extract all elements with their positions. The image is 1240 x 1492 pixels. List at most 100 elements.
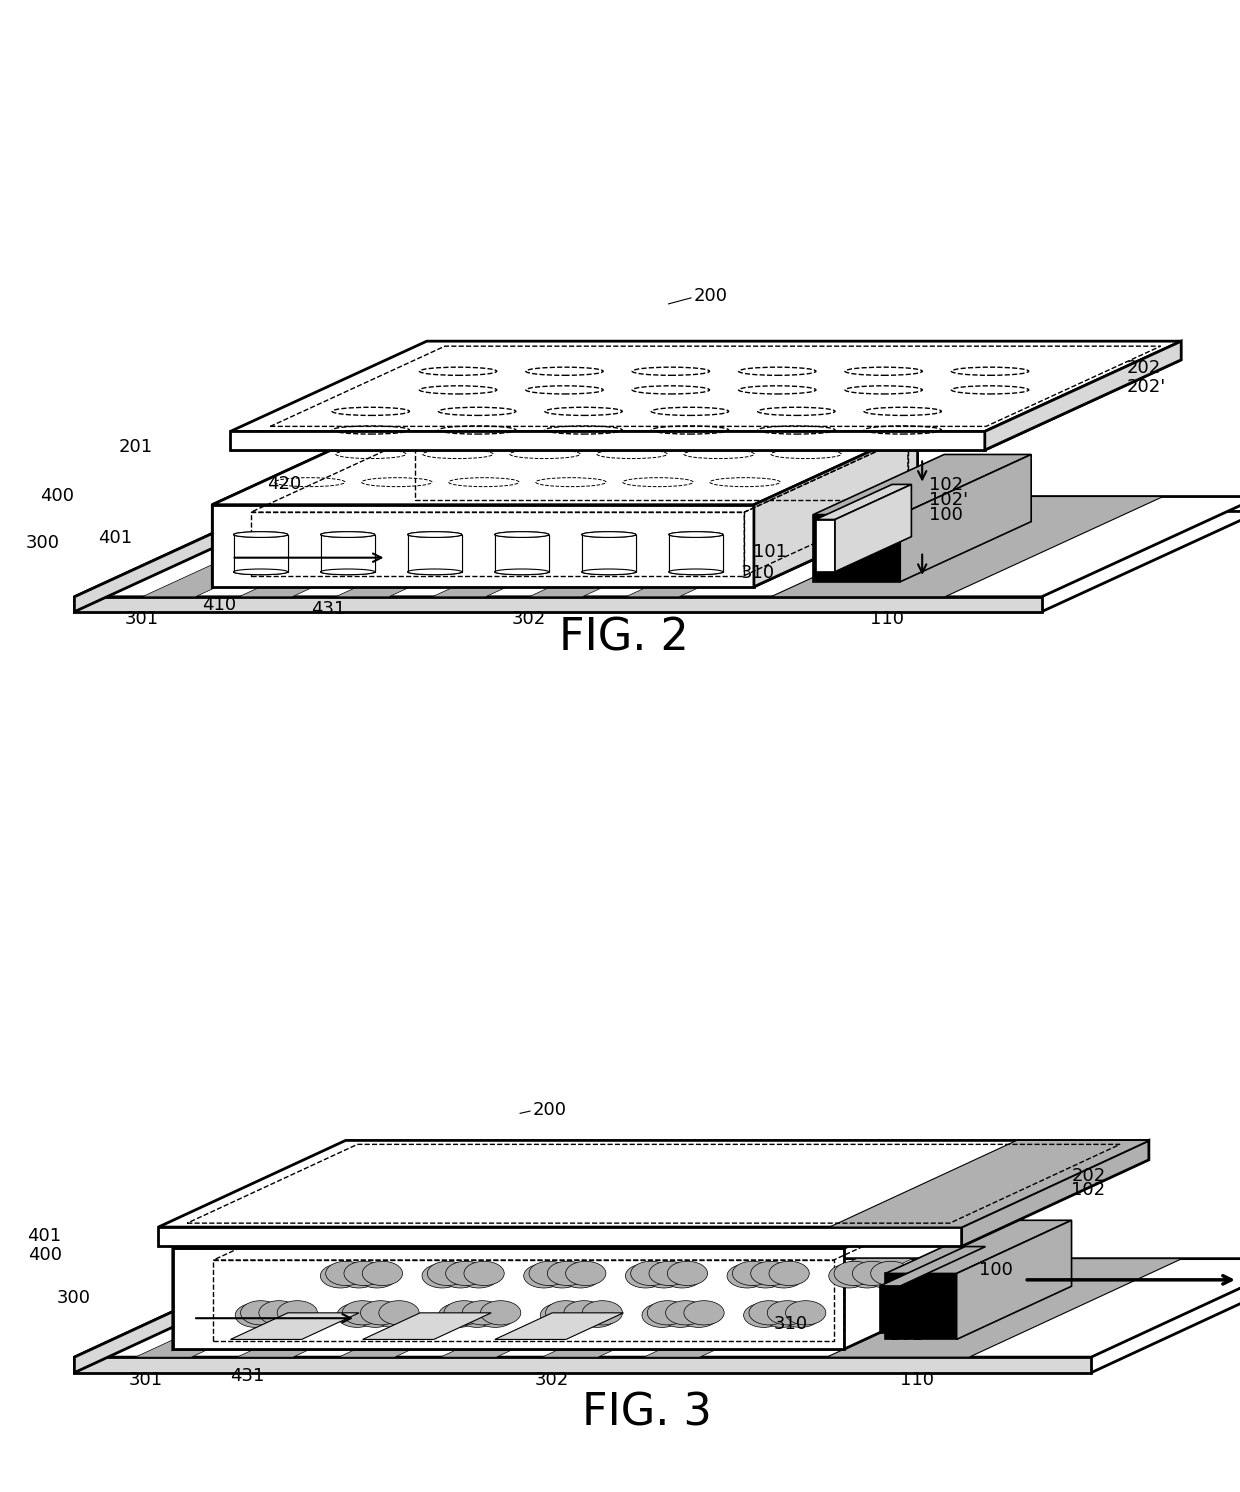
Ellipse shape xyxy=(668,531,723,537)
Polygon shape xyxy=(885,1220,1071,1274)
Polygon shape xyxy=(362,1313,491,1340)
Polygon shape xyxy=(233,534,288,571)
Circle shape xyxy=(780,1303,821,1328)
Polygon shape xyxy=(771,497,1163,597)
Text: 100: 100 xyxy=(980,1261,1013,1279)
Ellipse shape xyxy=(495,568,549,574)
Circle shape xyxy=(373,1303,414,1328)
Circle shape xyxy=(456,1303,497,1328)
Text: 310: 310 xyxy=(774,1314,807,1334)
Text: 202: 202 xyxy=(1127,360,1161,377)
Text: FIG. 2: FIG. 2 xyxy=(558,616,688,659)
Circle shape xyxy=(642,1303,682,1328)
Circle shape xyxy=(558,1303,599,1328)
Circle shape xyxy=(361,1301,401,1325)
Ellipse shape xyxy=(233,531,288,537)
Text: 431: 431 xyxy=(311,600,346,618)
Circle shape xyxy=(523,1264,564,1288)
Ellipse shape xyxy=(233,568,288,574)
Polygon shape xyxy=(74,1259,1240,1358)
Circle shape xyxy=(475,1303,516,1328)
Text: 200: 200 xyxy=(693,288,728,306)
Text: 300: 300 xyxy=(57,1289,91,1307)
Circle shape xyxy=(459,1264,498,1288)
Circle shape xyxy=(684,1301,724,1325)
Ellipse shape xyxy=(582,568,636,574)
Text: 101: 101 xyxy=(889,1326,924,1344)
Circle shape xyxy=(866,1264,905,1288)
Polygon shape xyxy=(321,534,374,571)
Ellipse shape xyxy=(668,568,723,574)
Circle shape xyxy=(546,1301,585,1325)
Text: 401: 401 xyxy=(27,1226,62,1244)
Text: 400: 400 xyxy=(40,486,74,504)
Circle shape xyxy=(662,1264,702,1288)
Circle shape xyxy=(337,1303,377,1328)
Circle shape xyxy=(583,1301,622,1325)
Circle shape xyxy=(768,1301,807,1325)
Polygon shape xyxy=(159,1226,961,1246)
Polygon shape xyxy=(433,497,704,597)
Polygon shape xyxy=(644,1259,913,1358)
Polygon shape xyxy=(495,1313,624,1340)
Polygon shape xyxy=(835,485,911,571)
Circle shape xyxy=(660,1303,701,1328)
Circle shape xyxy=(444,1301,484,1325)
Circle shape xyxy=(625,1264,666,1288)
Polygon shape xyxy=(529,497,801,597)
Polygon shape xyxy=(754,430,918,586)
Polygon shape xyxy=(626,497,898,597)
Text: 431: 431 xyxy=(231,1367,264,1385)
Ellipse shape xyxy=(321,568,374,574)
Polygon shape xyxy=(74,1259,288,1373)
Polygon shape xyxy=(956,1220,1071,1340)
Polygon shape xyxy=(212,512,918,586)
Text: 102: 102 xyxy=(1071,1182,1106,1200)
Circle shape xyxy=(362,1261,403,1286)
Polygon shape xyxy=(212,430,376,586)
Circle shape xyxy=(560,1264,600,1288)
Polygon shape xyxy=(237,1259,506,1358)
Circle shape xyxy=(259,1301,299,1325)
Circle shape xyxy=(870,1261,911,1286)
Ellipse shape xyxy=(495,531,549,537)
Polygon shape xyxy=(231,431,985,451)
Circle shape xyxy=(241,1301,280,1325)
Text: 301: 301 xyxy=(125,610,159,628)
Text: 101: 101 xyxy=(754,543,787,561)
Ellipse shape xyxy=(321,568,374,574)
Circle shape xyxy=(529,1261,569,1286)
Circle shape xyxy=(667,1261,708,1286)
Ellipse shape xyxy=(582,531,636,537)
Circle shape xyxy=(744,1303,784,1328)
Polygon shape xyxy=(542,1259,811,1358)
Text: 300: 300 xyxy=(26,534,60,552)
Circle shape xyxy=(339,1264,379,1288)
Ellipse shape xyxy=(668,531,723,537)
Polygon shape xyxy=(830,1140,1149,1226)
Circle shape xyxy=(852,1261,893,1286)
Polygon shape xyxy=(172,1165,1023,1249)
Text: FIG. 3: FIG. 3 xyxy=(582,1392,712,1434)
Polygon shape xyxy=(74,497,293,612)
Text: 400: 400 xyxy=(27,1246,62,1264)
Text: 310: 310 xyxy=(740,564,775,582)
Text: 302: 302 xyxy=(512,610,546,628)
Polygon shape xyxy=(582,534,636,571)
Text: 301: 301 xyxy=(129,1371,162,1389)
Circle shape xyxy=(749,1301,789,1325)
Circle shape xyxy=(828,1264,869,1288)
Circle shape xyxy=(727,1264,768,1288)
Polygon shape xyxy=(74,512,1240,612)
Circle shape xyxy=(379,1301,419,1325)
Ellipse shape xyxy=(233,531,288,537)
Circle shape xyxy=(355,1303,396,1328)
Polygon shape xyxy=(172,1249,844,1349)
Text: 410: 410 xyxy=(202,597,237,615)
Circle shape xyxy=(439,1303,479,1328)
Circle shape xyxy=(786,1301,826,1325)
Polygon shape xyxy=(880,1286,900,1332)
Text: 302: 302 xyxy=(536,1371,569,1389)
Circle shape xyxy=(481,1301,521,1325)
Polygon shape xyxy=(212,430,918,504)
